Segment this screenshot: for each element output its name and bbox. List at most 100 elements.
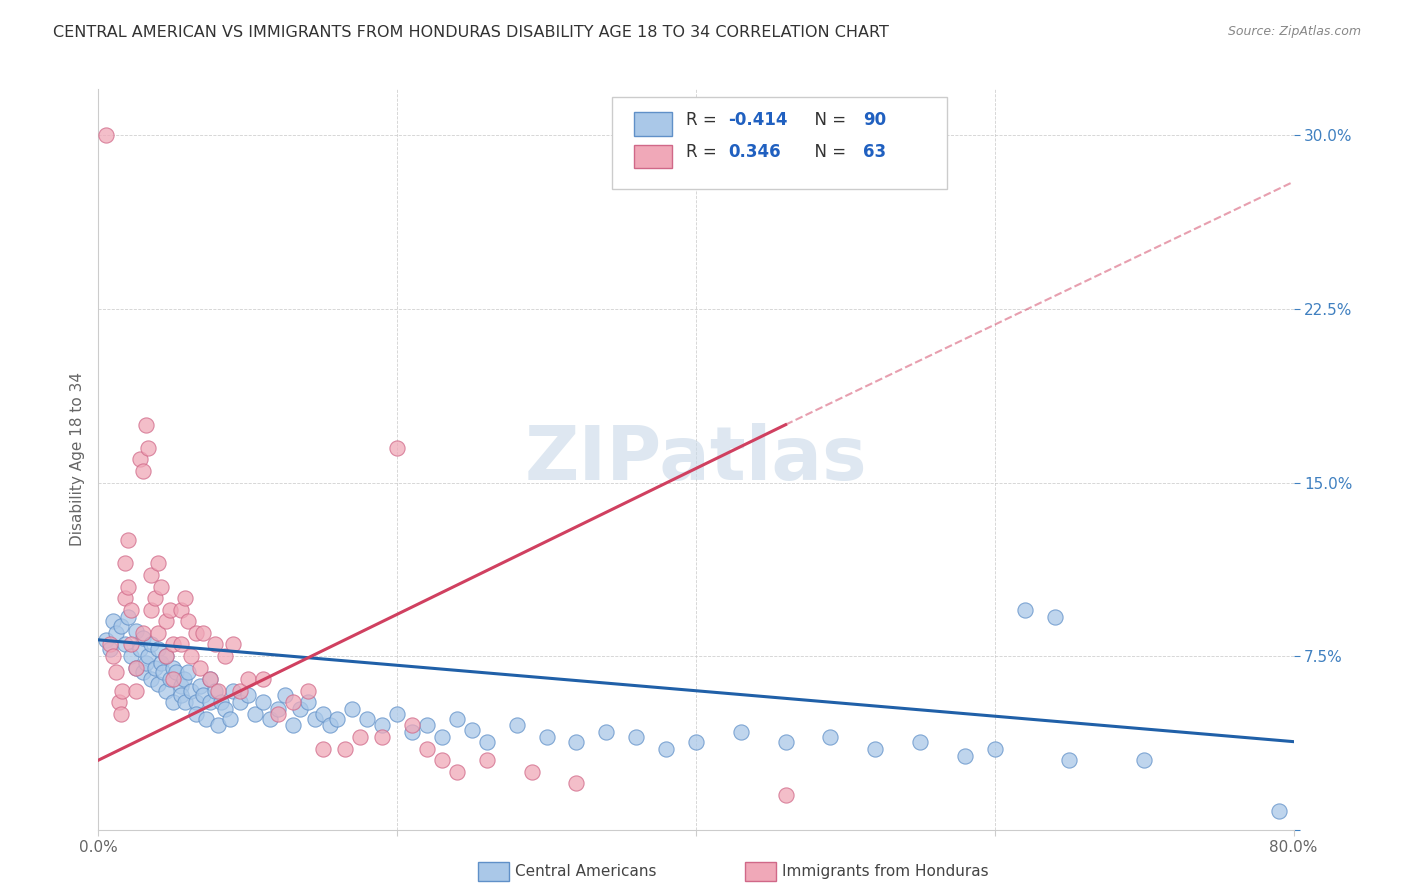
Point (117, 580, 139, 594)
Point (219, 712, 242, 726)
Point (506, 718, 529, 732)
Point (139, 603, 162, 617)
Point (125, 660, 148, 674)
Point (132, 626, 155, 640)
Point (209, 695, 232, 709)
Point (117, 533, 139, 548)
Point (259, 712, 281, 726)
Point (150, 656, 173, 670)
Point (1059, 753, 1081, 767)
Point (155, 683, 177, 698)
Point (173, 672, 195, 686)
Point (520, 764, 543, 779)
Point (416, 718, 439, 732)
Point (162, 695, 184, 709)
Point (204, 637, 226, 651)
Point (401, 718, 423, 732)
Point (155, 615, 177, 629)
Point (229, 683, 252, 698)
Point (162, 672, 184, 686)
Point (200, 672, 222, 686)
Point (162, 637, 184, 651)
Point (111, 683, 134, 698)
Point (120, 637, 142, 651)
Point (188, 660, 211, 674)
Point (267, 702, 290, 716)
Point (430, 730, 453, 744)
Point (184, 695, 207, 709)
Text: R =: R = (686, 143, 723, 161)
Point (169, 603, 191, 617)
Point (207, 683, 229, 698)
Point (191, 689, 214, 703)
Point (132, 665, 155, 680)
Point (139, 568, 162, 582)
Point (139, 637, 162, 651)
Point (252, 695, 274, 709)
Point (908, 734, 931, 748)
Point (114, 637, 136, 651)
Point (191, 626, 214, 640)
Point (385, 706, 409, 721)
Point (184, 626, 207, 640)
Point (125, 660, 148, 674)
Point (135, 656, 157, 670)
Point (135, 417, 157, 432)
Point (200, 695, 222, 709)
Point (105, 665, 128, 680)
FancyBboxPatch shape (634, 112, 672, 136)
Point (129, 452, 152, 467)
Text: Immigrants from Honduras: Immigrants from Honduras (782, 864, 988, 879)
Point (775, 734, 797, 748)
FancyBboxPatch shape (634, 145, 672, 169)
Point (267, 706, 290, 721)
Point (180, 648, 202, 663)
Point (475, 734, 498, 748)
Point (446, 764, 468, 779)
Point (865, 741, 887, 756)
Point (416, 741, 439, 756)
Point (1043, 609, 1066, 624)
Point (120, 603, 142, 617)
Point (155, 648, 177, 663)
Point (132, 464, 155, 478)
Point (288, 702, 311, 716)
Point (214, 648, 236, 663)
Point (174, 591, 197, 606)
Point (236, 689, 259, 703)
Point (536, 730, 558, 744)
Point (274, 689, 297, 703)
Point (207, 718, 229, 732)
Point (311, 741, 333, 756)
Point (195, 712, 218, 726)
Point (152, 665, 174, 680)
Point (150, 580, 173, 594)
Point (94, 128, 117, 143)
Point (319, 718, 342, 732)
Point (820, 730, 842, 744)
Point (110, 619, 132, 633)
Point (281, 718, 304, 732)
Point (169, 679, 191, 693)
Point (349, 730, 371, 744)
Text: R =: R = (686, 111, 723, 128)
Point (162, 660, 184, 674)
Point (98, 642, 122, 657)
Point (730, 725, 752, 739)
Point (148, 677, 170, 691)
Text: 63: 63 (863, 143, 886, 161)
Point (595, 725, 617, 739)
Text: N =: N = (804, 143, 851, 161)
Text: Source: ZipAtlas.com: Source: ZipAtlas.com (1227, 25, 1361, 38)
Point (401, 725, 423, 739)
Text: -0.414: -0.414 (728, 111, 787, 128)
Point (136, 441, 159, 455)
Point (475, 753, 498, 767)
Point (159, 603, 181, 617)
Point (143, 591, 166, 606)
Point (685, 734, 707, 748)
Text: ZIPatlas: ZIPatlas (524, 423, 868, 496)
Point (165, 665, 187, 680)
Point (1014, 603, 1036, 617)
Point (169, 689, 191, 703)
